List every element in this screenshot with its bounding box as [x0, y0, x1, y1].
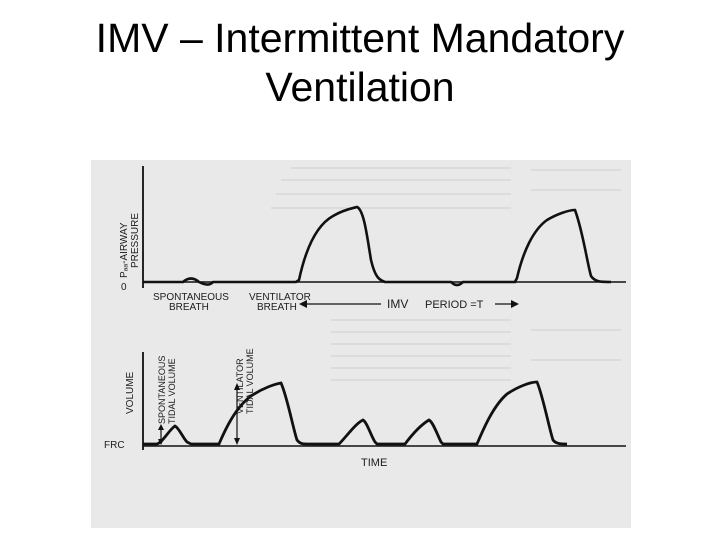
slide-title-line-2: Ventilation — [265, 64, 455, 110]
time-axis-label: TIME — [361, 457, 387, 469]
slide-title: IMV – Intermittent Mandatory Ventilation — [0, 14, 720, 112]
imv-label: IMV — [387, 297, 408, 311]
ventilator-tidal-volume-label-1: VENTILATOR — [235, 358, 245, 414]
ventilator-breath-label-2: BREATH — [257, 302, 297, 313]
volume-axis-label: VOLUME — [125, 371, 136, 414]
ventilator-breath-label-1: VENTILATOR — [249, 292, 311, 303]
imv-waveform-figure: 0 Pₐₐ-AIRWAY PRESSURE SPONTANEOUS BREATH… — [91, 160, 631, 528]
frc-label: FRC — [104, 440, 125, 451]
imv-arrowhead-right — [511, 300, 519, 308]
spontaneous-tidal-volume-label-2: TIDAL VOLUME — [167, 358, 177, 424]
slide-title-line-1: IMV – Intermittent Mandatory — [95, 15, 625, 61]
waveform-diagram: 0 Pₐₐ-AIRWAY PRESSURE SPONTANEOUS BREATH… — [104, 166, 626, 469]
imv-period-label: PERIOD =T — [425, 299, 484, 311]
background-texture — [271, 167, 621, 381]
pressure-trace — [143, 205, 612, 287]
spontaneous-tidal-arrowhead-top — [158, 424, 164, 430]
ventilator-tidal-arrowhead-bottom — [234, 438, 240, 445]
spontaneous-tidal-volume-label-1: SPONTANEOUS — [157, 356, 167, 424]
spontaneous-breath-label-2: BREATH — [169, 302, 209, 313]
spontaneous-breath-label-1: SPONTANEOUS — [153, 292, 229, 303]
pressure-zero-label: 0 — [121, 282, 127, 293]
pressure-axis-label-1: Pₐₐ-AIRWAY — [119, 222, 130, 278]
ventilator-tidal-volume-label-2: TIDAL VOLUME — [245, 348, 255, 414]
volume-trace — [143, 380, 568, 446]
ventilator-tidal-arrowhead-top — [234, 383, 240, 390]
imv-arrowhead-left — [299, 300, 307, 308]
spontaneous-tidal-arrowhead-bottom — [158, 439, 164, 445]
pressure-axis-label-2: PRESSURE — [130, 213, 141, 268]
